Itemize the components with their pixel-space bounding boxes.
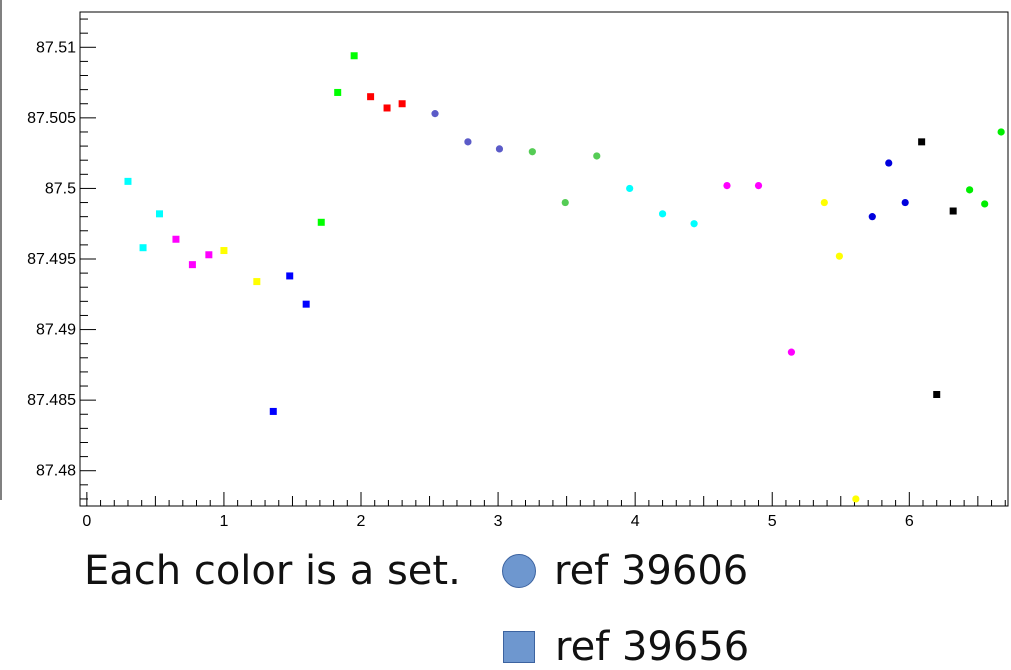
data-point-square (398, 100, 406, 108)
data-point-circle (787, 348, 796, 356)
y-tick-label: 87.51 (36, 39, 76, 56)
legend-label: ref 39606 (554, 548, 749, 594)
data-point-square (286, 272, 294, 280)
x-tick-label: 2 (357, 513, 366, 530)
y-tick-label: 87.495 (27, 251, 76, 268)
data-point-square (383, 104, 391, 112)
x-tick-label: 5 (768, 513, 777, 530)
data-point-circle (626, 184, 634, 193)
x-tick-label: 0 (82, 513, 91, 530)
data-point-circle (723, 182, 731, 190)
y-tick-label: 87.505 (27, 110, 76, 127)
data-point-square (269, 407, 277, 415)
x-tick-label: 3 (494, 513, 503, 530)
y-tick-label: 87.49 (36, 322, 76, 339)
data-point-circle (593, 152, 601, 160)
plot-frame (79, 11, 1009, 507)
data-point-circle (754, 182, 763, 190)
data-point-circle (852, 495, 860, 503)
y-tick-label: 87.48 (36, 463, 76, 480)
data-point-square (188, 261, 196, 269)
data-point-square (350, 52, 358, 60)
data-point-square (253, 278, 261, 286)
legend-item-ref-39606: ref 39606 (502, 548, 748, 594)
chart-note: Each color is a set. (84, 548, 461, 594)
data-point-square (302, 300, 310, 308)
tick-labels: 0 1 2 3 4 5 6 87.48 87.485 87.49 87.495 87.5 87.505 8… (27, 39, 914, 530)
data-point-square (933, 390, 941, 398)
data-point-square (172, 235, 180, 243)
plot-axes (0, 0, 1009, 507)
data-point-circle (528, 148, 536, 156)
data-point-circle (885, 159, 893, 167)
data-point-square (124, 177, 132, 185)
data-point-circle (690, 220, 698, 228)
data-point-circle (997, 128, 1005, 136)
data-point-circle (658, 210, 667, 218)
x-tick-label: 1 (219, 513, 228, 530)
legend-label: ref 39656 (555, 624, 750, 670)
data-point-circle (966, 186, 974, 194)
data-point-circle (868, 213, 876, 221)
data-point-square (139, 244, 147, 252)
data-point-circle (431, 110, 439, 118)
data-point-circle (901, 198, 909, 207)
x-tick-label: 4 (631, 513, 640, 530)
data-point-circle (981, 200, 989, 208)
data-point-square (334, 88, 342, 96)
data-point-square (949, 207, 957, 215)
data-point-square (367, 93, 375, 101)
data-point-circle (820, 198, 828, 207)
data-point-circle (561, 198, 569, 207)
y-tick-label: 87.5 (45, 180, 76, 197)
data-point-circle (835, 252, 843, 260)
data-point-square (156, 210, 164, 218)
data-points (124, 52, 1005, 503)
square-marker-icon (503, 631, 535, 663)
data-point-circle (464, 138, 472, 146)
data-point-circle (495, 145, 504, 153)
y-tick-label: 87.485 (27, 392, 76, 409)
data-point-square (317, 218, 325, 226)
legend-item-ref-39656: ref 39656 (502, 624, 749, 670)
data-point-square (205, 251, 213, 259)
axis-ticks (80, 18, 1006, 506)
x-tick-label: 6 (905, 513, 914, 530)
data-point-square (220, 247, 228, 255)
data-point-square (918, 138, 926, 146)
circle-marker-icon (502, 554, 536, 588)
scatter-plot: 0 1 2 3 4 5 6 87.48 87.485 87.49 87.495 87.5 87.505 8… (0, 0, 1009, 530)
